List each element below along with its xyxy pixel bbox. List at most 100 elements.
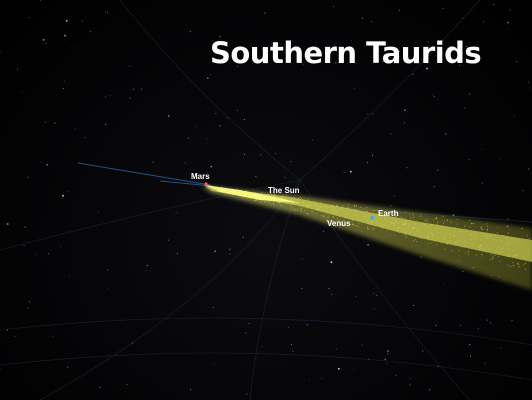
stream-particle — [486, 223, 488, 225]
stream-particle — [506, 238, 508, 240]
stream-particle — [404, 233, 406, 235]
star — [332, 5, 334, 7]
stream-particle — [327, 217, 329, 218]
stream-particle — [207, 187, 209, 189]
stream-particle — [518, 266, 520, 268]
star — [486, 319, 488, 321]
stream-particle — [443, 237, 445, 239]
stream-particle — [498, 256, 499, 258]
stream-particle — [413, 240, 414, 242]
stream-particle — [262, 194, 264, 196]
stream-particle — [231, 193, 233, 194]
stream-particle — [219, 187, 221, 188]
stream-particle — [335, 211, 337, 213]
stream-particle — [442, 222, 444, 224]
stream-particle — [499, 260, 501, 262]
stream-particle — [290, 199, 292, 201]
star — [516, 60, 517, 62]
star — [176, 253, 178, 255]
stream-particle — [521, 228, 523, 229]
stream-particle — [502, 235, 504, 236]
star — [409, 377, 411, 379]
star — [353, 369, 354, 371]
mars-label: Mars — [191, 172, 210, 181]
stream-particle — [300, 208, 302, 210]
star — [237, 65, 239, 67]
stream-particle — [464, 240, 466, 242]
stream-particle — [246, 194, 248, 196]
stream-particle — [255, 198, 257, 200]
stream-particle — [213, 188, 215, 190]
stream-particle — [250, 197, 252, 199]
star — [152, 161, 154, 163]
stream-particle — [507, 240, 509, 242]
star — [483, 21, 485, 23]
stream-particle — [226, 189, 228, 191]
star — [468, 93, 470, 95]
stream-particle — [510, 241, 512, 243]
star — [98, 211, 100, 213]
stream-particle — [258, 199, 260, 201]
stream-particle — [448, 240, 450, 242]
star — [242, 236, 244, 238]
stream-particle — [353, 214, 355, 216]
stream-particle — [393, 235, 395, 237]
stream-particle — [296, 203, 298, 205]
stream-particle — [490, 259, 492, 260]
star — [243, 119, 245, 121]
stream-particle — [444, 248, 446, 250]
stream-particle — [294, 208, 296, 210]
stream-particle — [397, 227, 399, 229]
stream-particle — [424, 223, 426, 225]
stream-particle — [340, 221, 342, 223]
stream-particle — [472, 244, 474, 246]
stream-particle — [525, 268, 527, 270]
stream-particle — [431, 224, 433, 226]
star — [274, 153, 276, 154]
star — [42, 39, 45, 41]
stream-particle — [501, 239, 503, 241]
stream-particle — [299, 197, 301, 198]
stream-particle — [320, 215, 322, 217]
stream-particle — [295, 203, 297, 205]
star — [132, 342, 133, 344]
stream-particle — [368, 223, 369, 225]
stream-particle — [525, 263, 526, 264]
stream-particle — [507, 232, 509, 234]
star — [7, 329, 9, 331]
star — [330, 261, 333, 264]
stream-particle — [426, 235, 428, 237]
star — [462, 17, 464, 19]
star — [387, 350, 389, 352]
star — [443, 282, 445, 284]
stream-particle — [405, 222, 407, 224]
star — [237, 109, 238, 111]
stream-particle — [526, 235, 528, 237]
stream-particle — [229, 191, 231, 193]
stream-particle — [427, 242, 429, 244]
stream-particle — [416, 220, 418, 222]
star — [367, 243, 369, 246]
stream-particle — [354, 225, 356, 227]
stream-particle — [437, 222, 439, 224]
star — [372, 154, 374, 156]
star — [190, 388, 192, 390]
stream-particle — [399, 227, 401, 229]
star — [206, 77, 209, 80]
stream-particle — [518, 263, 520, 265]
star — [390, 133, 392, 135]
stream-particle — [393, 223, 395, 225]
stream-particle — [503, 247, 505, 249]
stream-particle — [292, 202, 294, 204]
stream-particle — [359, 207, 361, 208]
stream-particle — [490, 235, 492, 236]
stream-particle — [348, 213, 350, 215]
stream-particle — [480, 227, 482, 229]
stream-particle — [326, 210, 328, 212]
stream-particle — [291, 206, 293, 208]
stream-particle — [298, 202, 299, 204]
stream-particle — [414, 239, 416, 241]
stream-particle — [278, 201, 280, 203]
star — [27, 307, 29, 309]
